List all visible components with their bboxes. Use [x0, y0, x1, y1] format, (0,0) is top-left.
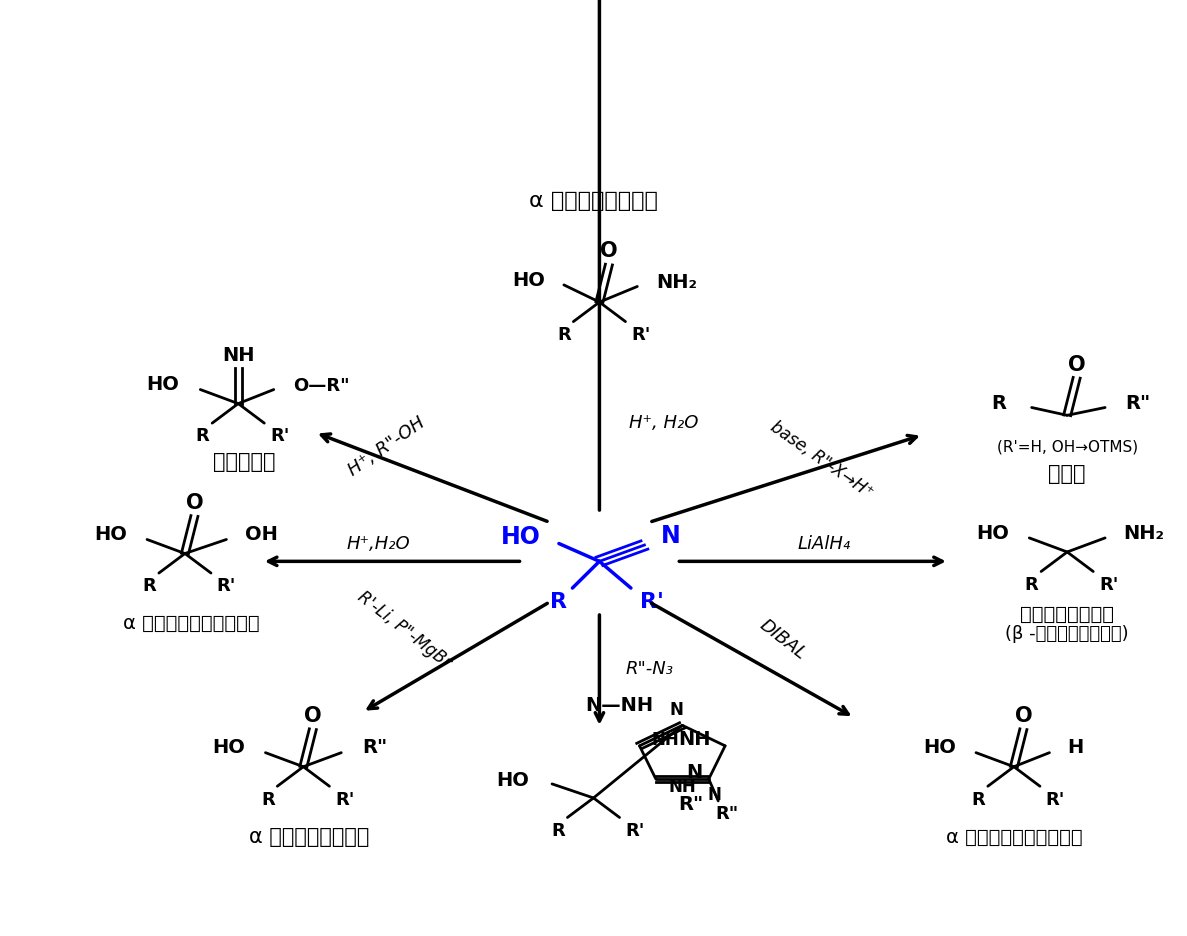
Text: (β -アミノアルコール): (β -アミノアルコール)	[1005, 625, 1129, 643]
Text: HO: HO	[922, 739, 956, 757]
Text: R: R	[142, 578, 157, 595]
Text: HO: HO	[976, 524, 1009, 543]
Text: LiAlH₄: LiAlH₄	[798, 535, 851, 553]
Text: R': R'	[335, 791, 355, 809]
Text: HO: HO	[94, 525, 127, 545]
Text: (R'=H, OH→OTMS): (R'=H, OH→OTMS)	[997, 439, 1138, 454]
Text: α ヒドロキシアミド: α ヒドロキシアミド	[529, 191, 658, 211]
Text: R": R"	[678, 795, 703, 813]
Text: R: R	[557, 326, 571, 344]
Text: R': R'	[269, 428, 290, 446]
Text: R: R	[991, 394, 1007, 413]
Text: N: N	[707, 785, 722, 804]
Text: O: O	[1015, 706, 1033, 726]
Text: base, R"-X→H⁺: base, R"-X→H⁺	[767, 417, 877, 502]
Text: R"-N₃: R"-N₃	[626, 660, 673, 678]
Text: H⁺,H₂O: H⁺,H₂O	[347, 535, 410, 553]
Text: NH: NH	[652, 731, 679, 749]
Text: R': R'	[1099, 576, 1118, 593]
Text: R": R"	[362, 739, 387, 757]
Text: N: N	[661, 523, 680, 548]
Text: R': R'	[217, 578, 236, 595]
Text: イミダート: イミダート	[212, 452, 275, 472]
Text: ケトン: ケトン	[1048, 464, 1086, 484]
Text: OH: OH	[246, 525, 279, 545]
Text: α ヒドロキシアルデヒド: α ヒドロキシアルデヒド	[946, 827, 1083, 846]
Text: O: O	[304, 706, 322, 726]
Text: R: R	[196, 428, 210, 446]
Text: R'-Li, P"-MgBr: R'-Li, P"-MgBr	[354, 588, 455, 672]
Text: HO: HO	[212, 739, 246, 757]
Text: H⁺, R"-OH: H⁺, R"-OH	[344, 414, 429, 479]
Text: R": R"	[715, 805, 738, 823]
Text: NH: NH	[668, 778, 696, 796]
Text: R': R'	[631, 326, 650, 344]
Text: R: R	[971, 791, 985, 809]
Text: α ヒドロキシカルボン酸: α ヒドロキシカルボン酸	[122, 614, 259, 634]
Text: R: R	[261, 791, 274, 809]
Text: R: R	[1024, 576, 1039, 593]
Text: NH: NH	[678, 730, 710, 749]
Text: NH₂: NH₂	[1124, 524, 1164, 543]
Text: R: R	[550, 592, 566, 612]
Text: O: O	[601, 241, 617, 261]
Text: R': R'	[640, 592, 665, 612]
Text: O: O	[1068, 355, 1085, 374]
Text: DIBAL: DIBAL	[756, 616, 810, 663]
Text: NH₂: NH₂	[656, 273, 697, 292]
Text: R": R"	[1125, 394, 1151, 413]
Text: O—R": O—R"	[293, 377, 349, 395]
Text: NH: NH	[222, 345, 254, 365]
Text: R': R'	[1046, 791, 1065, 809]
Text: α ヒドロキシケトン: α ヒドロキシケトン	[249, 827, 369, 847]
Text: N: N	[669, 701, 684, 719]
Text: HO: HO	[146, 375, 179, 394]
Text: HO: HO	[501, 525, 541, 549]
Text: R': R'	[626, 822, 645, 840]
Text: HO: HO	[496, 771, 529, 790]
Text: H⁺, H₂O: H⁺, H₂O	[629, 414, 698, 432]
Text: H: H	[1067, 739, 1084, 757]
Text: HO: HO	[512, 271, 545, 290]
Text: エタノールアミン: エタノールアミン	[1020, 605, 1115, 624]
Text: R: R	[551, 822, 565, 840]
Text: O: O	[185, 492, 203, 513]
Text: N—NH: N—NH	[585, 696, 654, 715]
Text: N: N	[686, 764, 703, 782]
